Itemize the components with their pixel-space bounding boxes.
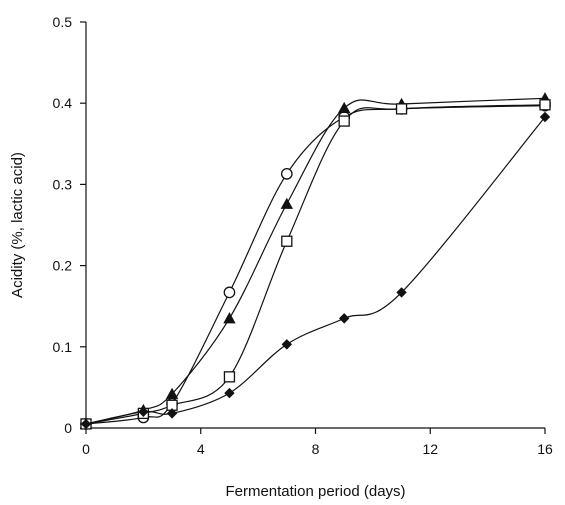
data-point-open-square (281, 235, 293, 247)
data-point-open-square (395, 103, 408, 115)
series-filled-diamond (80, 111, 551, 430)
data-point-filled-diamond (138, 406, 149, 417)
data-point-filled-diamond (338, 313, 350, 324)
data-point-filled-diamond (281, 339, 293, 350)
x-axis-title: Fermentation period (days) (225, 483, 405, 500)
series-line (85, 116, 546, 425)
data-point-open-circle (280, 167, 293, 180)
x-tick-label: 16 (537, 441, 553, 457)
x-tick-label: 4 (197, 441, 205, 457)
data-point-filled-triangle (165, 387, 179, 399)
data-point-open-square (539, 99, 551, 111)
data-point-filled-diamond (539, 111, 551, 123)
series-line (85, 97, 546, 425)
series-layer (79, 92, 552, 430)
series-filled-triangle (79, 92, 552, 429)
data-point-filled-diamond (166, 408, 178, 419)
data-point-open-square (338, 115, 350, 127)
y-tick-label: 0.2 (53, 258, 73, 274)
series-line (85, 105, 546, 425)
y-tick-label: 0 (64, 420, 72, 436)
y-axis-title: Acidity (%, lactic acid) (9, 152, 26, 298)
x-tick-label: 0 (82, 441, 90, 457)
y-tick-label: 0.5 (53, 14, 73, 30)
data-point-filled-diamond (396, 287, 407, 298)
y-tick-label: 0.4 (53, 95, 73, 111)
y-ticks: 0 0.1 0.2 0.3 0.4 0.5 (53, 14, 86, 436)
data-point-open-square (223, 371, 236, 383)
data-point-filled-triangle (337, 101, 351, 114)
axes (85, 22, 545, 429)
data-point-filled-diamond (80, 418, 92, 430)
x-tick-label: 8 (312, 441, 320, 457)
x-tick-label: 12 (422, 441, 438, 457)
x-ticks: 0 4 8 12 16 (82, 428, 553, 457)
y-tick-label: 0.3 (53, 176, 73, 192)
data-point-filled-triangle (280, 197, 294, 209)
data-point-filled-diamond (224, 387, 235, 399)
data-point-filled-triangle (223, 312, 236, 324)
data-point-open-circle (223, 286, 236, 299)
series-line (85, 104, 546, 425)
y-tick-label: 0.1 (53, 339, 73, 355)
